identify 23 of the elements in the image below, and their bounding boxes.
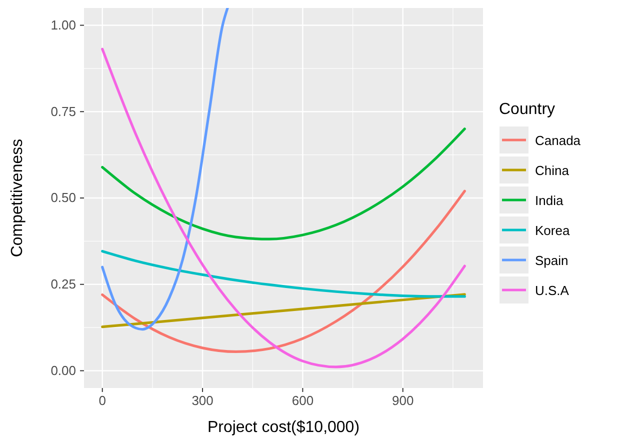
y-tick-label: 0.00 [50,362,76,378]
x-tick-label: 600 [292,393,314,408]
legend-label: India [535,193,564,208]
line-series [101,128,466,240]
line-series [101,48,466,368]
y-axis-title: Competitiveness [9,138,26,258]
line-series [101,190,466,354]
x-tick-label: 0 [98,393,106,408]
legend-label: Spain [535,253,568,268]
x-tick-label: 300 [192,393,214,408]
legend-label: Canada [535,133,582,148]
line-series [101,8,229,331]
legend-label: Korea [535,223,570,238]
y-tick-label: 0.50 [50,190,76,206]
x-axis-title: Project cost($10,000) [207,419,360,436]
legend-label: China [535,163,570,178]
y-tick-label: 1.00 [50,17,76,32]
x-tick-label: 900 [392,393,414,408]
y-tick-label: 0.75 [50,104,76,119]
line-series [101,250,466,298]
legend-title: Country [499,101,556,118]
y-tick-label: 0.25 [50,276,76,292]
legend-label: U.S.A [535,283,570,298]
